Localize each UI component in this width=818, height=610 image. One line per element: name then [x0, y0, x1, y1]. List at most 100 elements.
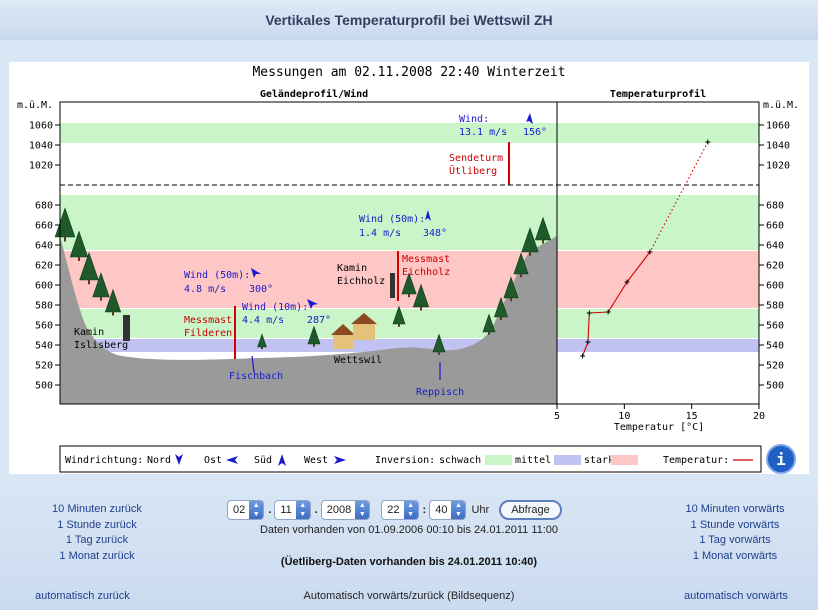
y-tick-label-left: 540 — [35, 341, 53, 352]
spinner-arrows-icon[interactable]: ▲ ▼ — [295, 501, 310, 519]
abfrage-button[interactable]: Abfrage — [499, 500, 562, 520]
wind-arrow-icon — [526, 113, 533, 124]
year-select[interactable]: 2008 ▲ ▼ — [320, 500, 371, 520]
y-tick-label-left: 640 — [35, 241, 53, 252]
y-tick-label-left: 660 — [35, 221, 53, 232]
y-axis-label-right: m.ü.M. — [763, 100, 799, 111]
month-select[interactable]: 11 ▲ ▼ — [274, 500, 311, 520]
wind-label: Wind (50m): — [184, 270, 250, 281]
back-1h-link[interactable]: 1 Stunde zurück — [57, 518, 137, 531]
legend-ost: Ost — [204, 455, 222, 466]
x-tick-label: 20 — [753, 411, 765, 422]
x-tick-label: 15 — [686, 411, 698, 422]
nav-back: 10 Minuten zurück 1 Stunde zurück 1 Tag … — [22, 502, 172, 564]
spinner-arrows-icon[interactable]: ▲ ▼ — [451, 501, 466, 519]
messmast-filderen-mast — [234, 306, 236, 359]
top-bar: Vertikales Temperaturprofil bei Wettswil… — [0, 0, 818, 40]
sendeturm-label-2: Ütliberg — [449, 164, 497, 177]
wind-label: Wind: — [459, 114, 489, 125]
reppisch-label: Reppisch — [416, 387, 464, 398]
y-tick-label-right: 500 — [766, 381, 784, 392]
spinner-arrows-icon[interactable]: ▲ ▼ — [403, 501, 418, 519]
inversion-band-schwach — [60, 123, 759, 143]
chart-title: Messungen am 02.11.2008 22:40 Winterzeit — [252, 65, 565, 80]
y-tick-label-left: 680 — [35, 201, 53, 212]
uhr-label: Uhr — [471, 504, 490, 516]
legend-stark: stark — [584, 455, 614, 466]
tree-trunk — [529, 252, 531, 256]
legend-windrichtung: Windrichtung: — [65, 455, 143, 466]
y-tick-label-left: 520 — [35, 361, 53, 372]
y-tick-label-right: 620 — [766, 261, 784, 272]
info-button[interactable]: i — [766, 444, 796, 474]
plot-frame-right — [556, 101, 760, 405]
tree-trunk — [500, 317, 502, 320]
back-1month-link[interactable]: 1 Monat zurück — [59, 549, 135, 562]
inversion-bands — [60, 123, 759, 352]
temperature-segment — [582, 341, 589, 357]
y-tick-label-left: 1060 — [29, 121, 53, 132]
back-1day-link[interactable]: 1 Tag zurück — [65, 534, 129, 546]
sendeturm-mast — [508, 142, 510, 185]
right-panel-title: Temperaturprofil — [610, 88, 706, 100]
tree-trunk — [261, 347, 263, 349]
messmast-eichholz-mast — [397, 251, 399, 301]
back-10min-link[interactable]: 10 Minuten zurück — [52, 503, 142, 515]
wind-label: Wind (10m): — [242, 302, 308, 313]
temperature-segment — [587, 312, 590, 343]
spinner-arrows-icon[interactable]: ▲ ▼ — [249, 501, 264, 519]
forward-10min-link[interactable]: 10 Minuten vorwärts — [685, 503, 785, 515]
spinner-arrows-icon[interactable]: ▲ ▼ — [355, 501, 370, 519]
minute-select[interactable]: 40 ▲ ▼ — [429, 500, 467, 520]
y-tick-label-right: 580 — [766, 301, 784, 312]
auto-sequence-text: Automatisch vorwärts/zurück (Bildsequenz… — [303, 590, 515, 602]
kamin-eichholz-label: Kamin — [337, 263, 367, 274]
tree-trunk — [112, 312, 114, 316]
fischbach-label: Fischbach — [229, 371, 283, 382]
info-icon: i — [776, 450, 786, 469]
tree-trunk — [88, 280, 90, 285]
day-select[interactable]: 02 ▲ ▼ — [227, 500, 265, 520]
inversion-band-schwach — [60, 195, 759, 250]
forward-1h-link[interactable]: 1 Stunde vorwärts — [690, 518, 780, 531]
forward-1day-link[interactable]: 1 Tag vorwärts — [699, 534, 771, 546]
wind-label-filderen-50m: Wind (50m): 4.8 m/s 300° — [184, 268, 273, 295]
temperature-point — [586, 310, 592, 316]
messmast-eichholz-label-2: Eichholz — [402, 267, 450, 278]
hour-select[interactable]: 22 ▲ ▼ — [381, 500, 419, 520]
tree-trunk — [64, 237, 66, 242]
x-tick-label: 5 — [554, 411, 560, 422]
wind-label-top: Wind: 13.1 m/s 156° — [459, 113, 547, 138]
legend-nord: Nord — [147, 455, 171, 466]
wettswil-label: Wettswil — [334, 355, 382, 366]
temperature-segment — [626, 251, 651, 283]
y-tick-label-left: 600 — [35, 281, 53, 292]
terrain-profile — [60, 236, 557, 404]
temperature-point — [580, 353, 586, 359]
auto-forward-link[interactable]: automatisch vorwärts — [684, 590, 788, 602]
forward-1month-link[interactable]: 1 Monat vorwärts — [692, 549, 778, 562]
y-tick-label-left: 580 — [35, 301, 53, 312]
arrow-right-icon — [334, 456, 346, 464]
legend-temperatur: Temperatur: — [663, 455, 729, 466]
legend-swatch-stark — [611, 455, 638, 465]
wind-speed: 4.4 m/s — [242, 315, 284, 326]
y-tick-label-right: 520 — [766, 361, 784, 372]
wind-arrow-icon — [307, 299, 318, 309]
left-panel-title: Geländeprofil/Wind — [260, 88, 368, 100]
temperature-profile-chart: Messungen am 02.11.2008 22:40 Winterzeit… — [17, 65, 799, 474]
sendeturm-label: Sendeturm — [449, 153, 503, 164]
nav-forward: 10 Minuten vorwärts 1 Stunde vorwärts 1 … — [660, 502, 810, 564]
tree-trunk — [488, 332, 490, 335]
kamin-islisberg-label: Kamin — [74, 327, 104, 338]
auto-back-link[interactable]: automatisch zurück — [35, 590, 130, 602]
wind-direction: 348° — [423, 228, 447, 239]
y-tick-label-right: 680 — [766, 201, 784, 212]
legend-sued: Süd — [254, 455, 272, 466]
house — [331, 313, 377, 349]
chart-panel: Messungen am 02.11.2008 22:40 Winterzeit… — [9, 62, 809, 474]
arrow-up-icon — [278, 454, 286, 466]
tree-trunk — [78, 257, 80, 261]
legend-west: West — [304, 455, 328, 466]
temperature-segment — [649, 141, 709, 253]
